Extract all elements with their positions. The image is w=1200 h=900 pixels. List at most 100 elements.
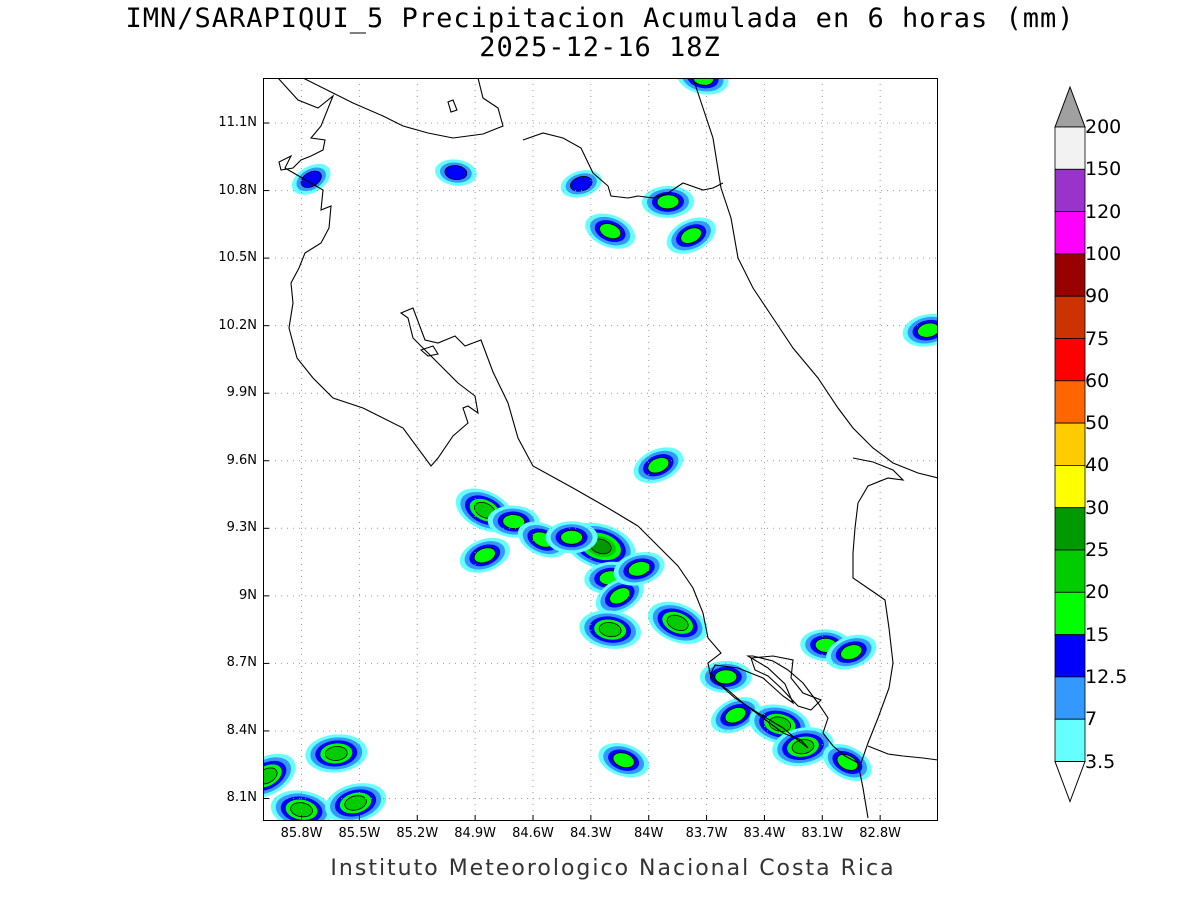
pacific-coastline-north (277, 78, 869, 819)
precip-cell (305, 734, 368, 773)
colorbar-label: 90 (1085, 285, 1110, 308)
chart-subtitle-date: 2025-12-16 18Z (479, 32, 721, 63)
precip-cell (325, 783, 386, 821)
colorbar-swatch (1054, 338, 1086, 382)
precip-cell (648, 601, 708, 644)
precip-cell (434, 159, 477, 186)
lon-tick-label: 85.8W (280, 826, 323, 841)
lat-tick-label: 10.2N (218, 317, 257, 333)
lat-tick-label: 10.8N (218, 182, 257, 198)
colorbar-swatch (1054, 422, 1086, 466)
lat-tick-label: 10.5N (218, 250, 257, 266)
colorbar-label: 150 (1085, 158, 1122, 181)
lat-tick-label: 8.4N (226, 722, 257, 738)
precip-contour (791, 739, 815, 755)
lon-tick-label: 82.8W (859, 826, 902, 841)
gridlines (263, 78, 938, 821)
colorbar-swatch (1054, 380, 1086, 424)
precip-contour (502, 514, 526, 529)
precip-cell (595, 577, 644, 615)
precip-contour (647, 457, 670, 474)
colorbar-label: 40 (1085, 454, 1110, 477)
precip-cell (613, 551, 665, 586)
colorbar-label: 75 (1085, 327, 1110, 350)
colorbar-top-arrow (1054, 85, 1086, 128)
precip-cell (749, 704, 811, 744)
precip-cell (459, 537, 510, 573)
precip-cell (666, 217, 716, 254)
precip-cell (642, 185, 694, 218)
lat-tick-label: 9.9N (226, 385, 257, 401)
lat-tick-label: 11.1N (218, 115, 257, 131)
precip-contour (656, 194, 680, 210)
colorbar-swatch (1054, 464, 1086, 509)
precip-contour (609, 587, 631, 605)
precip-contour (560, 529, 583, 545)
precip-cell (826, 634, 877, 670)
colorbar-label: 25 (1085, 539, 1110, 561)
colorbar-label: 12.5 (1085, 665, 1128, 688)
panama-border (852, 457, 905, 764)
lon-tick-label: 85.5W (338, 826, 381, 841)
gulf-island (419, 345, 439, 357)
precip-contour (444, 165, 468, 181)
lon-tick-label: 84.6W (512, 826, 554, 841)
lat-tick-label: 8.1N (226, 790, 257, 806)
lake-island (447, 99, 458, 113)
precip-cell (579, 610, 641, 649)
colorbar-swatch (1054, 549, 1086, 593)
precip-cell (633, 447, 684, 484)
precip-cell (677, 78, 729, 95)
lon-tick-label: 83.1W (801, 826, 844, 841)
colorbar-label: 200 (1085, 116, 1122, 138)
precip-contour (714, 669, 738, 685)
precip-cell (585, 213, 636, 249)
colorbar-label: 15 (1085, 623, 1110, 646)
golfo-dulce-coast (750, 655, 822, 711)
colorbar-label: 30 (1085, 496, 1110, 519)
precip-cell (545, 521, 598, 554)
coastline-borders (277, 78, 938, 819)
colorbar-swatch (1054, 168, 1086, 213)
colorbar-swatch (1054, 507, 1086, 551)
precip-cell (772, 727, 834, 767)
colorbar-swatch (1054, 591, 1086, 635)
lon-tick-label: 84.3W (569, 826, 612, 841)
precip-cell (560, 170, 602, 198)
precip-contour (627, 561, 651, 577)
colorbar-swatch (1054, 126, 1086, 170)
precip-contour (836, 754, 859, 771)
colorbar-label: 3.5 (1085, 750, 1116, 773)
colorbar-label: 120 (1085, 200, 1122, 223)
colorbar-label: 20 (1085, 581, 1110, 604)
lon-tick-label: 85.2W (396, 826, 439, 841)
precip-contour (768, 716, 792, 732)
precip-contour (691, 78, 714, 86)
chart-title: IMN/SARAPIQUI_5 Precipitacion Acumulada … (125, 3, 1075, 34)
precip-contour (598, 622, 622, 638)
colorbar-legend: 200 150 120 100 90 75 60 50 40 30 25 20 15 12.5 7 3.5 (1050, 85, 1190, 815)
nicaragua-border (522, 132, 724, 199)
precip-cell (270, 790, 333, 821)
precip-contour (724, 706, 747, 724)
precipitation-layer (263, 78, 938, 821)
colorbar-scale (1054, 85, 1086, 803)
credit-text: Instituto Meteorologico Nacional Costa R… (330, 856, 896, 881)
precip-contour (473, 547, 496, 564)
precip-cell (291, 163, 331, 195)
colorbar-label: 50 (1085, 412, 1110, 435)
precip-cell (710, 697, 761, 734)
precip-contour (570, 176, 593, 192)
precip-contour (666, 614, 689, 631)
precip-contour (840, 644, 863, 661)
precip-contour (680, 227, 702, 244)
lon-tick-label: 84.9W (454, 826, 497, 841)
lake-nicaragua-shore (302, 78, 504, 139)
precip-contour (599, 223, 622, 240)
plot-frame (263, 78, 938, 821)
precip-contour (917, 322, 938, 338)
precip-contour (324, 746, 348, 761)
lon-tick-label: 84W (634, 826, 664, 841)
colorbar-bottom-arrow (1054, 761, 1086, 803)
colorbar-swatch (1054, 295, 1086, 339)
